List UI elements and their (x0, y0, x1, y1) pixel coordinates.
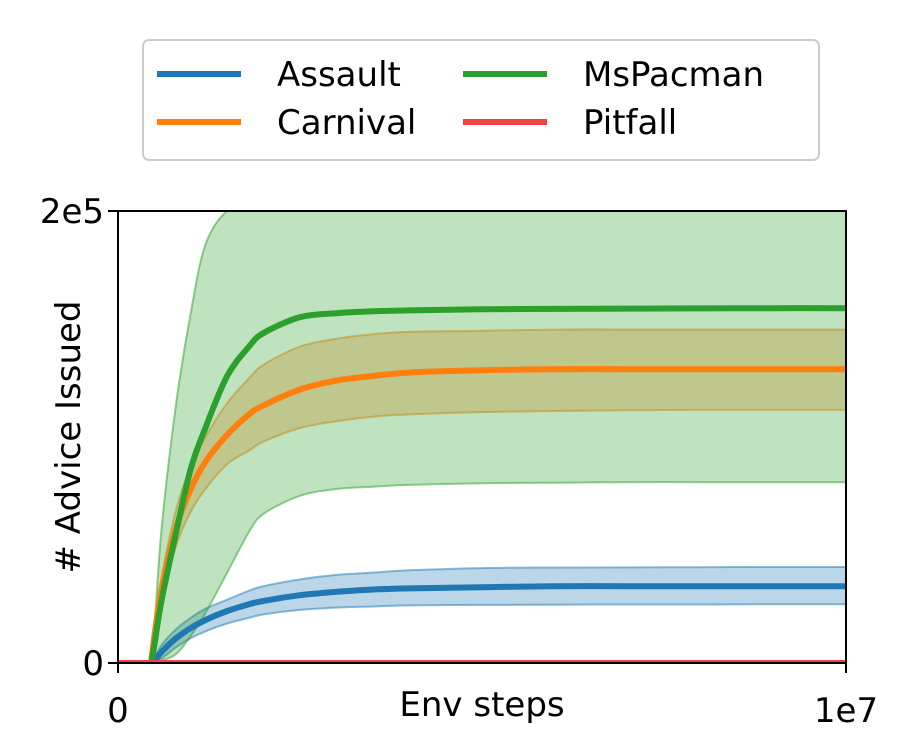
legend-label-mspacman: MsPacman (583, 55, 764, 95)
y-tick-label: 2e5 (40, 192, 104, 232)
legend-item-assault: Assault (157, 55, 401, 95)
legend: Assault Carnival MsPacman Pitfall (142, 39, 820, 161)
legend-item-carnival: Carnival (157, 103, 416, 143)
band-assault (118, 565, 846, 663)
legend-frame (142, 39, 820, 161)
y-tick-label: 0 (82, 644, 104, 684)
x-tick-label: 0 (107, 691, 129, 731)
axes: 0 2e5 0 1e7 (40, 192, 878, 731)
legend-label-pitfall: Pitfall (583, 103, 677, 143)
legend-item-mspacman: MsPacman (463, 55, 764, 95)
legend-label-assault: Assault (277, 55, 401, 95)
legend-label-carnival: Carnival (277, 103, 416, 143)
band-mspacman (118, 211, 846, 663)
x-axis-label: Env steps (399, 685, 564, 725)
x-tick-label: 1e7 (814, 691, 878, 731)
line-mspacman (118, 305, 846, 663)
y-axis-label: # Advice Issued (49, 300, 89, 573)
legend-item-pitfall: Pitfall (463, 103, 677, 143)
line-assault (118, 583, 846, 663)
